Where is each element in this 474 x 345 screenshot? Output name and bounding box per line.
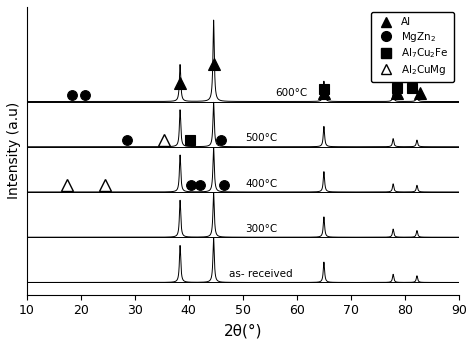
Text: 400°C: 400°C	[246, 179, 278, 189]
Text: 500°C: 500°C	[246, 134, 278, 144]
Y-axis label: Intensity (a.u): Intensity (a.u)	[7, 102, 21, 199]
X-axis label: 2θ(°): 2θ(°)	[224, 323, 262, 338]
Text: 300°C: 300°C	[246, 224, 278, 234]
Text: 600°C: 600°C	[275, 88, 308, 98]
Text: as- received: as- received	[229, 269, 293, 279]
Legend: Al, MgZn$_2$, Al$_7$Cu$_2$Fe, Al$_2$CuMg: Al, MgZn$_2$, Al$_7$Cu$_2$Fe, Al$_2$CuMg	[371, 12, 454, 82]
